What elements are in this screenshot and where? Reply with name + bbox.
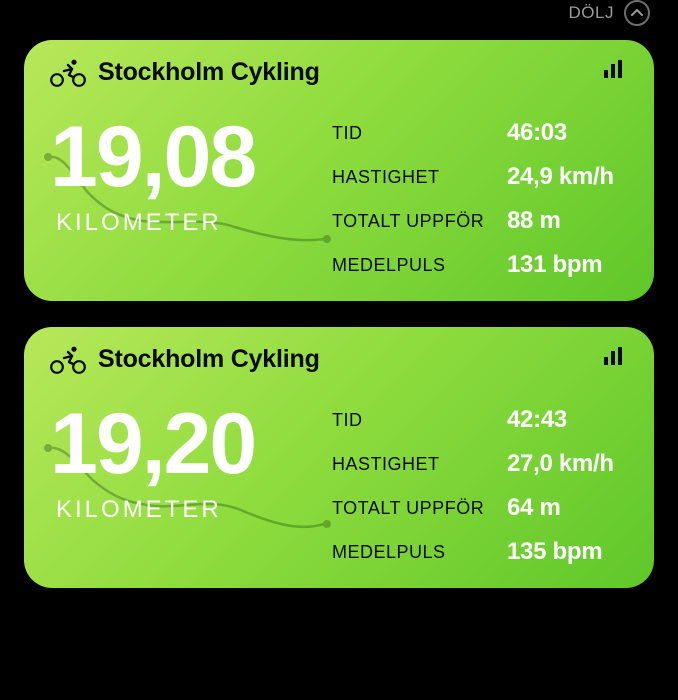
distance-unit: KILOMETER	[56, 209, 332, 237]
stat-label-speed: HASTIGHET	[332, 167, 507, 188]
card-body: 19,20 KILOMETER TID 42:43 HASTIGHET 27,0…	[50, 404, 628, 566]
stats-icon[interactable]	[604, 347, 626, 370]
stats-grid: TID 46:03 HASTIGHET 24,9 km/h TOTALT UPP…	[332, 117, 628, 279]
stat-value-heartrate: 135 bpm	[507, 538, 628, 566]
cycling-icon	[50, 59, 86, 87]
card-body: 19,08 KILOMETER TID 46:03 HASTIGHET 24,9…	[50, 117, 628, 279]
card-header: Stockholm Cykling	[50, 345, 628, 374]
stat-value-speed: 24,9 km/h	[507, 163, 628, 191]
stat-value-time: 46:03	[507, 119, 628, 147]
distance-unit: KILOMETER	[56, 496, 332, 524]
stats-grid: TID 42:43 HASTIGHET 27,0 km/h TOTALT UPP…	[332, 404, 628, 566]
stat-value-time: 42:43	[507, 406, 628, 434]
hide-label[interactable]: DÖLJ	[569, 3, 614, 23]
stat-label-elevation: TOTALT UPPFÖR	[332, 498, 507, 519]
stat-label-elevation: TOTALT UPPFÖR	[332, 211, 507, 232]
workout-cards: Stockholm Cykling 19,08 KILOMETER	[24, 40, 654, 614]
distance-value: 19,08	[50, 117, 332, 199]
workout-title: Stockholm Cykling	[98, 58, 320, 87]
stat-label-heartrate: MEDELPULS	[332, 542, 507, 563]
stat-label-time: TID	[332, 410, 507, 431]
stat-label-time: TID	[332, 123, 507, 144]
stat-value-elevation: 64 m	[507, 494, 628, 522]
stat-value-heartrate: 131 bpm	[507, 251, 628, 279]
chevron-up-icon	[631, 9, 643, 17]
distance-block: 19,08 KILOMETER	[50, 117, 332, 279]
workout-card[interactable]: Stockholm Cykling 19,20 KILOMETER	[24, 327, 654, 588]
workout-title: Stockholm Cykling	[98, 345, 320, 374]
stat-label-heartrate: MEDELPULS	[332, 255, 507, 276]
stats-icon[interactable]	[604, 60, 626, 83]
workout-card[interactable]: Stockholm Cykling 19,08 KILOMETER	[24, 40, 654, 301]
distance-value: 19,20	[50, 404, 332, 486]
stat-value-speed: 27,0 km/h	[507, 450, 628, 478]
stat-value-elevation: 88 m	[507, 207, 628, 235]
top-row: DÖLJ	[569, 0, 650, 26]
collapse-button[interactable]	[624, 0, 650, 26]
card-header: Stockholm Cykling	[50, 58, 628, 87]
cycling-icon	[50, 346, 86, 374]
stat-label-speed: HASTIGHET	[332, 454, 507, 475]
distance-block: 19,20 KILOMETER	[50, 404, 332, 566]
